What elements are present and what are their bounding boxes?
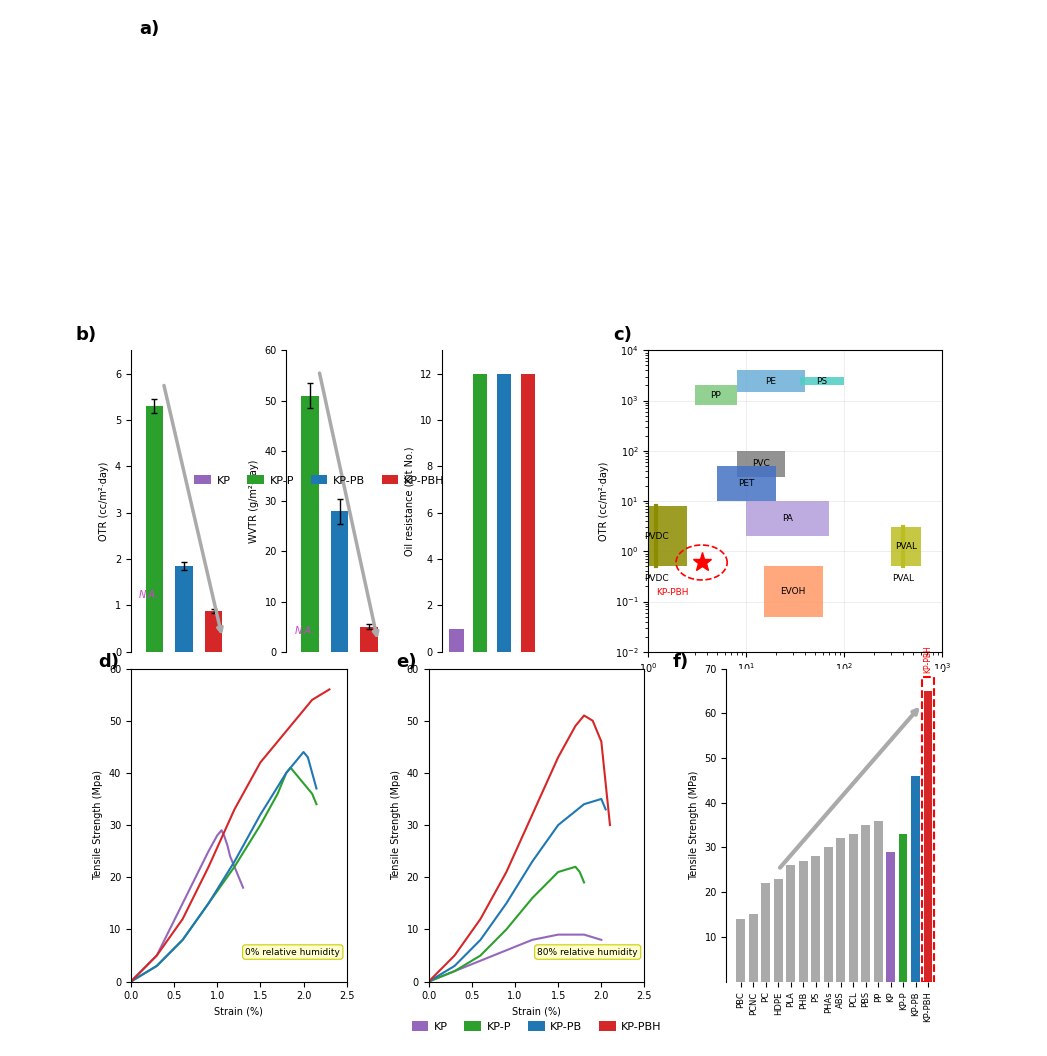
Text: d): d) [98,653,119,671]
Bar [849,834,857,982]
Bar [146,406,163,652]
Bar [695,385,737,406]
Text: PVDC: PVDC [644,574,668,583]
Text: PVDC: PVDC [645,532,669,541]
X-axis label: WVTR (g/m²·day): WVTR (g/m²·day) [754,681,837,691]
Bar [799,861,807,982]
Bar [761,883,770,982]
Bar [824,847,832,982]
Bar [862,825,870,982]
Bar [360,626,378,652]
Text: PET: PET [738,479,755,488]
Bar [717,466,776,502]
Y-axis label: OTR (cc/m²·day): OTR (cc/m²·day) [99,461,109,541]
Text: PVAL: PVAL [892,574,914,583]
Bar [811,856,820,982]
Text: a): a) [139,20,159,38]
Bar [736,919,745,982]
Text: b): b) [75,326,96,344]
Bar [886,852,895,982]
Bar [747,502,829,536]
Bar [302,396,319,652]
Y-axis label: Tensile Strength (Mpa): Tensile Strength (Mpa) [391,770,401,880]
Text: PP: PP [711,391,721,400]
Bar [891,527,920,566]
Text: 80% relative humidity: 80% relative humidity [537,947,638,957]
Text: N.A.: N.A. [139,589,159,600]
Text: KP-PBH: KP-PBH [655,588,688,598]
Bar [626,506,687,566]
Bar [911,776,920,982]
Bar [786,865,795,982]
Bar [331,511,349,652]
X-axis label: Strain (%): Strain (%) [512,1006,561,1017]
Bar [521,374,535,652]
Text: PVC: PVC [752,459,770,469]
Bar [449,628,464,652]
X-axis label: Strain (%): Strain (%) [215,1006,263,1017]
Y-axis label: Tensile Strength (MPa): Tensile Strength (MPa) [689,771,698,880]
Y-axis label: Oil resistance (Kit No.): Oil resistance (Kit No.) [404,447,415,555]
Bar [837,838,845,982]
Text: EVOH: EVOH [780,587,806,596]
Y-axis label: Tensile Strength (Mpa): Tensile Strength (Mpa) [93,770,104,880]
Text: PS: PS [817,377,827,385]
Bar [898,834,908,982]
Bar [923,691,933,982]
Text: e): e) [397,653,417,671]
Legend: KP, KP-P, KP-PB, KP-PBH: KP, KP-P, KP-PB, KP-PBH [190,471,449,490]
Text: PVAL: PVAL [895,543,917,551]
Y-axis label: OTR (cc/m²·day): OTR (cc/m²·day) [599,461,609,541]
Text: KP-PBH: KP-PBH [923,645,933,673]
Text: c): c) [614,326,632,344]
Bar [774,879,782,982]
Y-axis label: WVTR (g/m²·day): WVTR (g/m²·day) [249,459,259,543]
Bar [473,374,488,652]
Bar [737,371,805,392]
Text: N.A.: N.A. [294,626,315,636]
Bar [922,678,934,982]
Text: PE: PE [765,377,777,385]
Text: f): f) [672,653,689,671]
Bar [175,566,193,652]
Text: 0% relative humidity: 0% relative humidity [245,947,340,957]
Bar [800,377,844,385]
Bar [205,611,222,652]
Bar [874,821,883,982]
Text: PA: PA [782,514,794,523]
Bar [737,451,785,477]
Bar [749,914,758,982]
Bar [763,566,823,617]
Bar [497,374,511,652]
Legend: KP, KP-P, KP-PB, KP-PBH: KP, KP-P, KP-PB, KP-PBH [407,1017,666,1036]
